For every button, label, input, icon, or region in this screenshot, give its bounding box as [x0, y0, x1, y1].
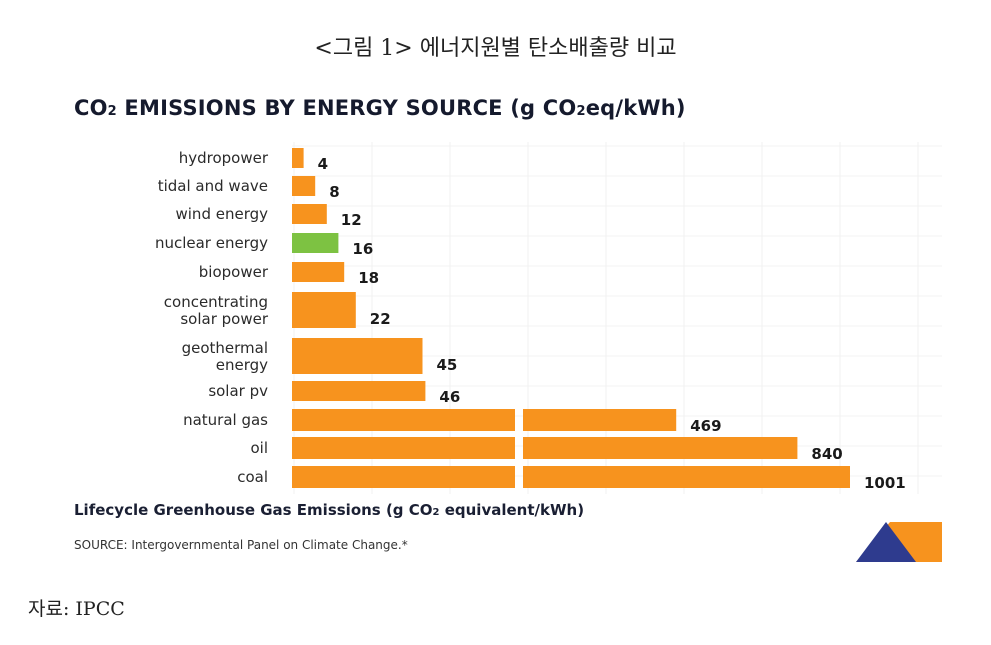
bar-tidal-and-wave [292, 176, 316, 196]
category-label-tidal-and-wave: tidal and wave [158, 177, 268, 195]
value-label-wind-energy: 12 [341, 211, 362, 229]
bar-chart-plot: hydropower 4 tidal and wave 8 wind energy 12 n… [155, 142, 942, 494]
source-note: SOURCE: Intergovernmental Panel on Clima… [74, 538, 408, 552]
bar-concentrating-solar-power [292, 292, 356, 328]
category-label-biopower: biopower [199, 263, 269, 281]
value-label-geothermal-energy: 45 [437, 356, 458, 374]
value-label-biopower: 18 [358, 269, 379, 287]
value-label-oil: 840 [811, 445, 842, 463]
value-label-nuclear-energy: 16 [352, 240, 373, 258]
bar-wind-energy [292, 204, 327, 224]
bar-biopower [292, 262, 345, 282]
value-label-coal: 1001 [864, 474, 906, 492]
bar-solar-pv [292, 381, 426, 401]
category-label-geothermal-energy: geothermal energy [182, 339, 269, 374]
value-label-solar-pv: 46 [439, 388, 460, 406]
bar-coal-segment-1 [292, 466, 515, 488]
chart-figure: CO2 EMISSIONS BY ENERGY SOURCE (g CO2eq/… [44, 90, 942, 564]
bar-hydropower [292, 148, 304, 168]
x-axis-label: Lifecycle Greenhouse Gas Emissions (g CO… [74, 501, 585, 519]
category-label-wind-energy: wind energy [176, 205, 269, 223]
value-label-natural-gas: 469 [690, 417, 721, 435]
category-label-hydropower: hydropower [179, 149, 269, 167]
category-label-concentrating-solar-power: concentrating solar power [164, 293, 269, 328]
value-label-hydropower: 4 [318, 155, 328, 173]
figure-caption: <그림 1> 에너지원별 탄소배출량 비교 [314, 36, 677, 61]
value-label-tidal-and-wave: 8 [329, 183, 339, 201]
category-label-nuclear-energy: nuclear energy [155, 234, 268, 252]
bar-oil-segment-1 [292, 437, 515, 459]
bar-nuclear-energy [292, 233, 339, 253]
category-label-natural-gas: natural gas [183, 411, 268, 429]
category-label-oil: oil [250, 439, 268, 457]
ipcc-logo-icon [856, 522, 942, 562]
chart-title: CO2 EMISSIONS BY ENERGY SOURCE (g CO2eq/… [74, 96, 686, 120]
category-label-coal: coal [237, 468, 268, 486]
bar-coal-segment-2 [523, 466, 850, 488]
source-attribution: 자료: IPCC [28, 598, 125, 620]
bar-natural-gas-segment-2 [523, 409, 677, 431]
bar-geothermal-energy [292, 338, 423, 374]
value-label-concentrating-solar-power: 22 [370, 310, 391, 328]
bar-natural-gas-segment-1 [292, 409, 515, 431]
bar-oil-segment-2 [523, 437, 798, 459]
category-label-solar-pv: solar pv [208, 382, 268, 400]
